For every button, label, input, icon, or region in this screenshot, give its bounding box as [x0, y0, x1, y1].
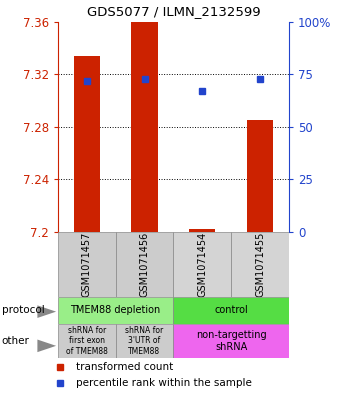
Text: transformed count: transformed count: [76, 362, 174, 373]
Text: TMEM88 depletion: TMEM88 depletion: [70, 305, 161, 316]
Text: GSM1071457: GSM1071457: [82, 231, 92, 297]
Bar: [189, 229, 215, 232]
Polygon shape: [37, 305, 56, 318]
Text: other: other: [2, 336, 30, 346]
Bar: [173, 324, 289, 358]
Text: protocol: protocol: [2, 305, 45, 315]
Text: GSM1071454: GSM1071454: [197, 231, 207, 297]
Text: shRNA for
first exon
of TMEM88: shRNA for first exon of TMEM88: [66, 326, 108, 356]
Bar: [74, 56, 100, 232]
Text: shRNA for
3'UTR of
TMEM88: shRNA for 3'UTR of TMEM88: [125, 326, 164, 356]
Bar: [58, 232, 116, 297]
Polygon shape: [37, 340, 56, 352]
Title: GDS5077 / ILMN_2132599: GDS5077 / ILMN_2132599: [87, 5, 260, 18]
Bar: [247, 120, 273, 232]
Bar: [116, 324, 173, 358]
Bar: [173, 232, 231, 297]
Bar: [231, 232, 289, 297]
Bar: [116, 232, 173, 297]
Text: control: control: [214, 305, 248, 316]
Text: GSM1071455: GSM1071455: [255, 231, 265, 297]
Bar: [132, 19, 157, 232]
Text: non-targetting
shRNA: non-targetting shRNA: [196, 330, 267, 352]
Bar: [58, 324, 116, 358]
Text: GSM1071456: GSM1071456: [139, 231, 150, 297]
Bar: [58, 297, 173, 324]
Text: percentile rank within the sample: percentile rank within the sample: [76, 378, 252, 388]
Bar: [173, 297, 289, 324]
